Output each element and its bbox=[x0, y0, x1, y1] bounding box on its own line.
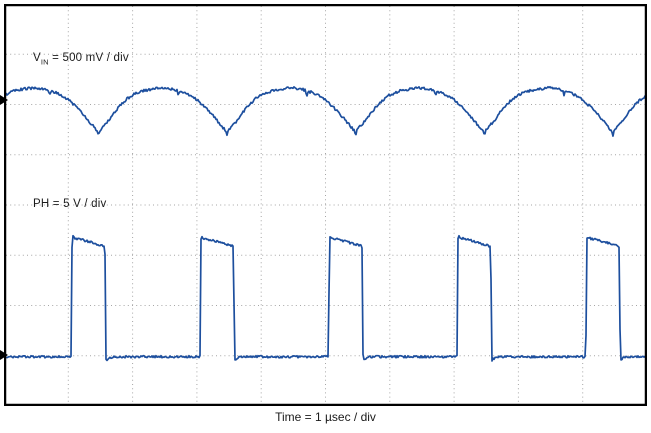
ch2-label: PH = 5 V / div bbox=[33, 198, 107, 210]
ch2-reference-arrow bbox=[0, 350, 8, 361]
ch1-label-scale: = 500 mV / div bbox=[48, 52, 129, 64]
scope-canvas bbox=[4, 4, 647, 406]
ch1-label: VIN = 500 mV / div bbox=[33, 52, 129, 66]
ch1-reference-arrow bbox=[0, 94, 8, 105]
ch1-label-prefix: V bbox=[33, 52, 41, 64]
time-axis-label: Time = 1 µsec / div bbox=[275, 410, 376, 424]
ch1-label-subscript: IN bbox=[40, 57, 49, 67]
